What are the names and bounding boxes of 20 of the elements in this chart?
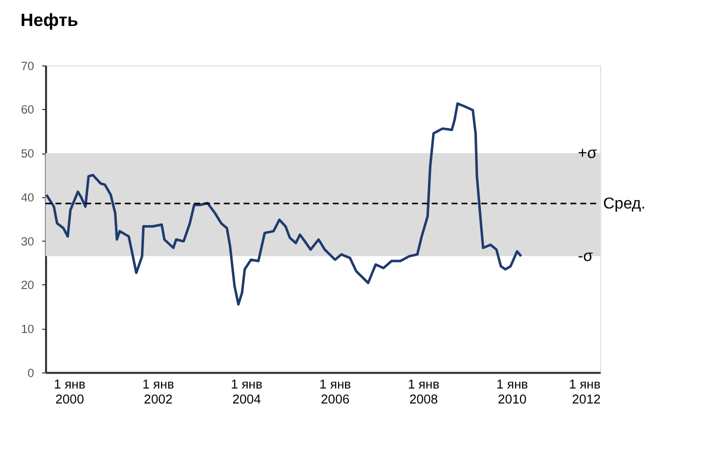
y-tick-label: 30 [20, 234, 35, 248]
y-tick-label: 10 [20, 322, 35, 336]
x-tick-label: 1 янв 2012 [568, 376, 601, 407]
line-series [45, 102, 522, 306]
annotation: +σ [578, 145, 598, 162]
annotation: -σ [578, 248, 594, 266]
y-tick-label: 40 [20, 190, 35, 204]
x-tick-label: 1 янв 2008 [408, 376, 440, 407]
x-tick-label: 1 янв 2004 [230, 376, 263, 407]
x-tick-label: 1 янв 2006 [319, 376, 352, 407]
x-tick-label: 1 янв 2010 [496, 376, 528, 407]
x-tick-label: 1 янв 2000 [54, 376, 86, 407]
x-tick-label: 1 янв 2002 [142, 376, 174, 407]
chart-title: Нефть [20, 10, 78, 30]
y-tick-label: 0 [28, 366, 35, 380]
ref-line-label: Сред. [603, 196, 646, 213]
y-tick-label: 20 [20, 278, 35, 292]
y-tick-label: 60 [20, 102, 35, 117]
y-tick-label: 70 [20, 58, 35, 73]
y-tick-label: 50 [20, 146, 35, 161]
